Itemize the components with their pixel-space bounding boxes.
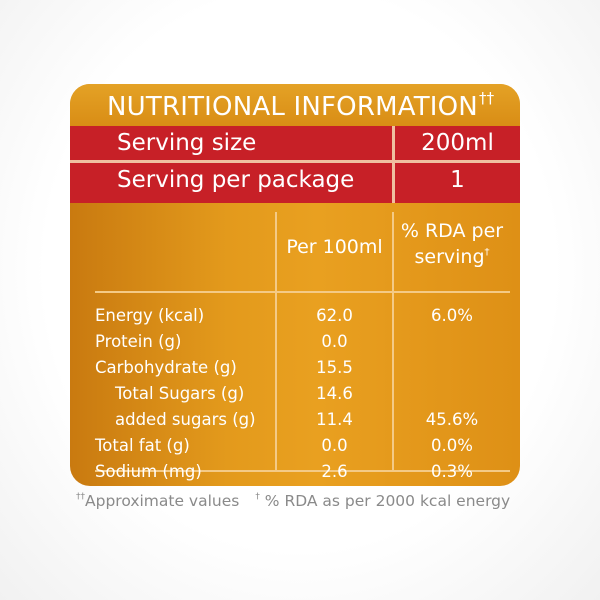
nutrient-label: Sodium (mg) bbox=[95, 462, 202, 481]
panel-title: NUTRITIONAL INFORMATION†† bbox=[107, 89, 494, 122]
nutrient-rda-value: 0.3% bbox=[431, 462, 473, 481]
nutrient-label: Energy (kcal) bbox=[95, 306, 205, 325]
nutrient-rda-value: 0.0% bbox=[431, 436, 473, 455]
nutrient-row-energy: Energy (kcal) 62.0 6.0% bbox=[95, 306, 510, 332]
nutrient-row-sodium: Sodium (mg) 2.6 0.3% bbox=[95, 462, 510, 486]
column-header-rda-line1: % RDA per bbox=[400, 220, 504, 242]
title-footnote-mark: †† bbox=[478, 89, 495, 107]
column-header-rda-line2-text: serving bbox=[414, 246, 485, 268]
column-divider-1 bbox=[275, 212, 277, 470]
nutrition-panel: NUTRITIONAL INFORMATION†† Serving size 2… bbox=[70, 84, 520, 486]
footnote: ††Approximate values † % RDA as per 2000 … bbox=[76, 492, 526, 510]
nutrient-per100-value: 62.0 bbox=[316, 306, 353, 325]
footnote-mark-approx: †† bbox=[76, 492, 85, 502]
nutrient-per100-value: 14.6 bbox=[316, 384, 353, 403]
serving-per-package-label: Serving per package bbox=[117, 167, 355, 193]
nutrient-per100-value: 0.0 bbox=[321, 332, 348, 351]
nutrient-label: Total fat (g) bbox=[95, 436, 190, 455]
header-divider bbox=[95, 291, 510, 293]
nutrient-rda-value: 6.0% bbox=[431, 306, 473, 325]
nutrient-label: Protein (g) bbox=[95, 332, 182, 351]
nutrient-per100-value: 15.5 bbox=[316, 358, 353, 377]
column-header-rda: % RDA per serving† bbox=[394, 220, 510, 268]
nutrient-row-total-fat: Total fat (g) 0.0 0.0% bbox=[95, 436, 510, 462]
serving-per-package-value: 1 bbox=[450, 167, 465, 193]
column-header-rda-line2: serving† bbox=[394, 242, 510, 268]
nutrient-row-added-sugars: added sugars (g) 11.4 45.6% bbox=[95, 410, 510, 436]
column-header-per-100ml: Per 100ml bbox=[286, 236, 383, 258]
serving-size-row: Serving size 200ml bbox=[70, 126, 520, 163]
footnote-rda-text: % RDA as per 2000 kcal energy bbox=[259, 492, 511, 510]
nutrient-row-carbohydrate: Carbohydrate (g) 15.5 bbox=[95, 358, 510, 384]
footnote-approx-text: Approximate values bbox=[85, 492, 240, 510]
title-bar: NUTRITIONAL INFORMATION†† bbox=[70, 84, 520, 126]
nutrient-label: added sugars (g) bbox=[115, 410, 256, 429]
serving-per-package-divider bbox=[392, 163, 395, 203]
nutrient-rda-value: 45.6% bbox=[425, 410, 479, 429]
table-bottom-rule bbox=[95, 470, 510, 472]
nutrient-row-total-sugars: Total Sugars (g) 14.6 bbox=[95, 384, 510, 410]
nutrient-table: Per 100ml % RDA per serving† Energy (kca… bbox=[95, 212, 510, 481]
panel-title-text: NUTRITIONAL INFORMATION bbox=[107, 92, 478, 122]
rda-footnote-mark: † bbox=[484, 247, 490, 258]
nutrient-per100-value: 2.6 bbox=[321, 462, 348, 481]
nutrient-row-protein: Protein (g) 0.0 bbox=[95, 332, 510, 358]
serving-per-package-row: Serving per package 1 bbox=[70, 163, 520, 203]
serving-size-label: Serving size bbox=[117, 130, 257, 156]
nutrient-label: Total Sugars (g) bbox=[115, 384, 245, 403]
serving-size-value: 200ml bbox=[421, 130, 494, 156]
column-divider-2 bbox=[392, 212, 394, 470]
nutrient-per100-value: 0.0 bbox=[321, 436, 348, 455]
serving-size-divider bbox=[392, 126, 395, 160]
nutrient-label: Carbohydrate (g) bbox=[95, 358, 237, 377]
footnote-mark-rda: † bbox=[255, 492, 260, 502]
nutrient-per100-value: 11.4 bbox=[316, 410, 353, 429]
